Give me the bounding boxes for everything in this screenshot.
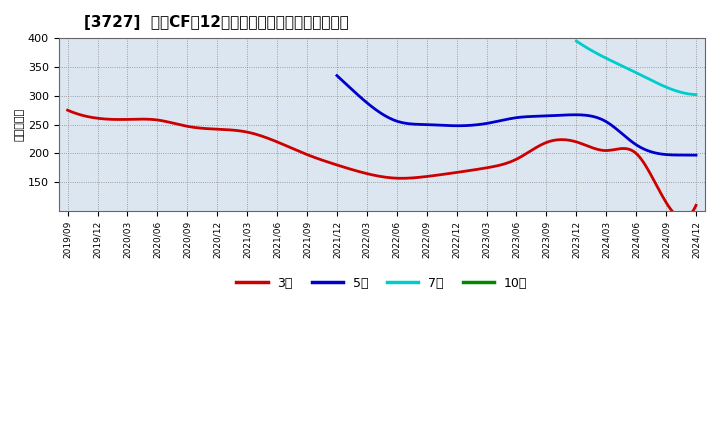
Legend: 3年, 5年, 7年, 10年: 3年, 5年, 7年, 10年: [231, 272, 532, 295]
Y-axis label: （百万円）: （百万円）: [15, 108, 25, 141]
Text: [3727]  営業CFの12か月移動合計の標準偏差の推移: [3727] 営業CFの12か月移動合計の標準偏差の推移: [84, 15, 349, 30]
